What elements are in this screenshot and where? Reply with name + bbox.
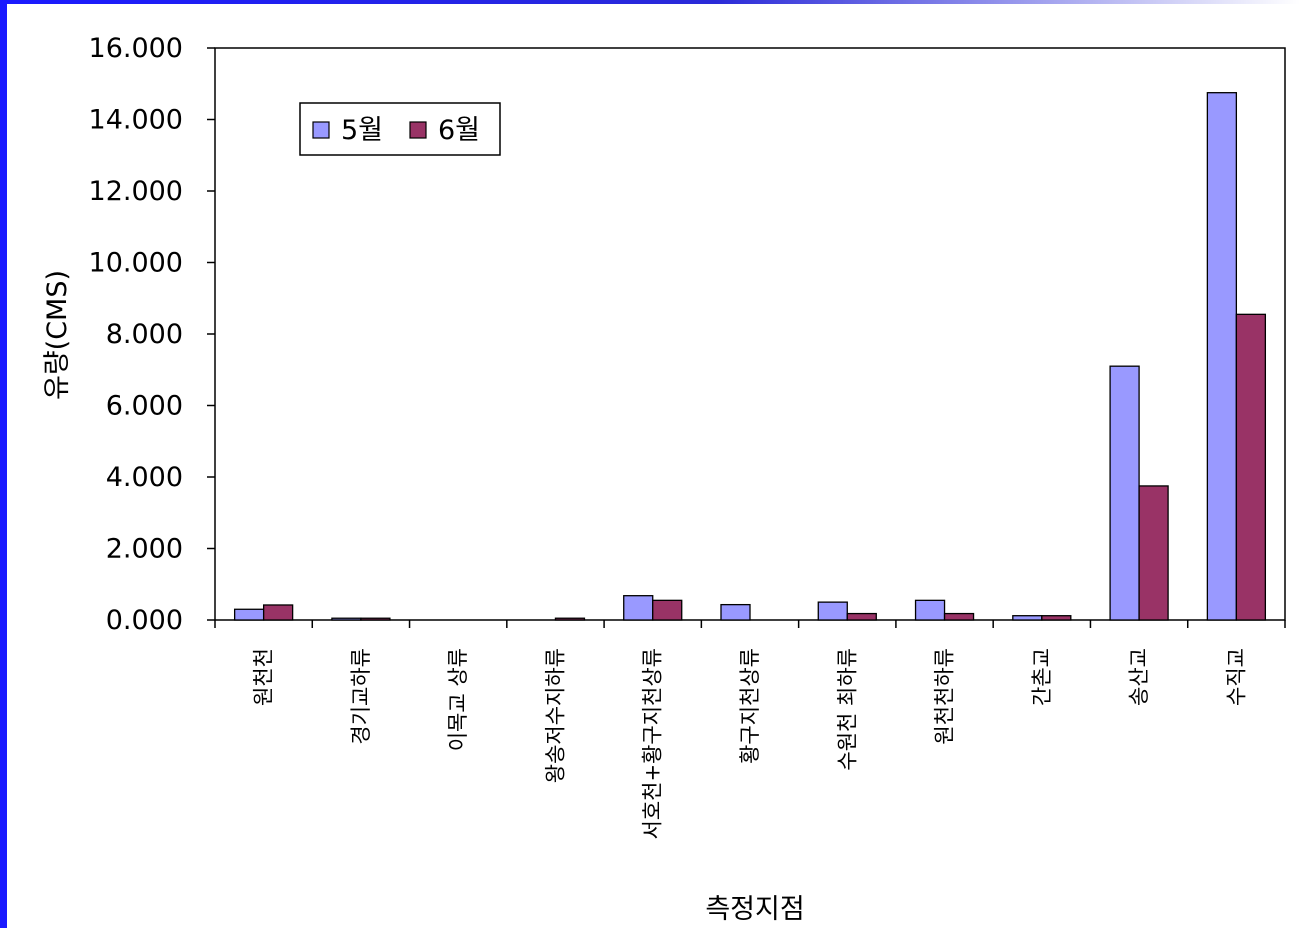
x-category-label: 간촌교 [1030, 648, 1054, 706]
x-category-label: 수직교 [1224, 648, 1248, 706]
legend-box [299, 102, 501, 156]
bar-may [1206, 92, 1238, 621]
y-tick-label: 16.000 [89, 33, 183, 64]
x-category-label: 원천천하류 [933, 648, 957, 745]
x-axis-title: 측정지점 [705, 894, 804, 925]
y-axis-ticks: 0.000 2.000 4.000 6.000 8.000 10.000 12.000 14.… [89, 33, 215, 636]
bar-may [331, 617, 362, 621]
bar-june [262, 604, 294, 621]
bar-may [623, 595, 654, 621]
bar-may [914, 599, 946, 621]
slide-frame-left [0, 0, 7, 928]
legend-label-may: 5월 [341, 115, 383, 146]
legend-swatch-may [312, 121, 330, 139]
y-tick-label: 14.000 [89, 105, 183, 136]
bar-june [1041, 615, 1072, 621]
x-axis-categories: 원천천 경기교하류 이목교 상류 왕송저수지하류 서호천+황구지천상류 황구지천상류 수원천… [214, 620, 1286, 839]
x-category-label: 송산교 [1127, 648, 1151, 706]
x-category-label: 서호천+황구지천상류 [641, 648, 665, 839]
legend-label-june: 6월 [438, 115, 480, 146]
y-tick-label: 6.000 [106, 391, 183, 422]
y-tick-label: 10.000 [89, 248, 183, 279]
x-category-label: 이목교 상류 [446, 648, 470, 751]
bar-may [720, 603, 751, 621]
slide-frame-top [0, 0, 1300, 4]
x-category-label: 왕송저수지하류 [543, 648, 567, 783]
y-tick-label: 0.000 [106, 605, 183, 636]
bar-june [652, 599, 683, 621]
y-tick-label: 2.000 [106, 534, 183, 565]
bar-may [817, 601, 848, 621]
bars [233, 92, 1267, 621]
bar-may [1012, 615, 1043, 621]
x-category-label: 황구지천상류 [738, 648, 762, 764]
bar-june [554, 617, 586, 621]
bar-june [846, 612, 877, 621]
x-category-label: 경기교하류 [349, 648, 373, 745]
bar-june [1235, 313, 1267, 621]
bar-june [943, 612, 975, 621]
y-tick-label: 4.000 [106, 462, 183, 493]
bar-may [233, 608, 265, 621]
bar-june [1138, 485, 1169, 621]
x-category-label: 수원천 최하류 [835, 648, 859, 771]
x-category-label: 원천천 [252, 648, 276, 706]
bar-june [360, 617, 391, 621]
y-axis-title: 유량(CMS) [42, 270, 73, 400]
y-tick-label: 8.000 [106, 319, 183, 350]
y-tick-label: 12.000 [89, 176, 183, 207]
bar-may [1109, 365, 1140, 621]
legend-swatch-june [409, 121, 427, 139]
legend: 5월 6월 [299, 102, 501, 156]
